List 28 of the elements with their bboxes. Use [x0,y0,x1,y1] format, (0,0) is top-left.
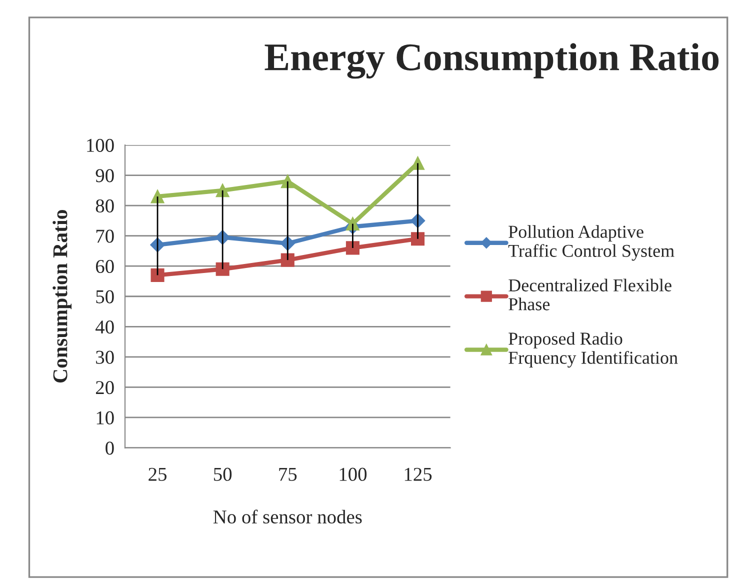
x-tick-label: 50 [214,468,232,481]
y-axis-title: Consumption Ratio [52,210,72,382]
point [280,253,294,267]
point [150,268,164,282]
y-tick-label: 20 [96,381,114,394]
y-tick-label: 70 [96,230,114,243]
y-tick-label: 50 [96,290,114,304]
y-tick-label: 0 [106,442,114,455]
x-axis-title: No of sensor nodes [213,510,362,524]
x-tick-label: 25 [148,468,166,481]
legend-label: Proposed Radio Frquency Identification [508,332,678,368]
point [216,262,230,276]
x-tick-label: 75 [279,468,297,481]
y-tick-label: 10 [96,411,114,424]
x-tick-label: 100 [340,468,367,481]
y-tick-label: 100 [87,138,114,152]
point [346,241,360,255]
y-tick-label: 60 [96,260,114,274]
chart-title: Energy Consumption Ratio [264,43,719,79]
x-tick-label: 125 [404,468,432,481]
y-tick-label: 30 [96,350,114,364]
legend-label: Decentralized Flexible Phase [508,278,672,310]
point [150,190,164,204]
legend-label: Pollution Adaptive Traffic Control System [508,225,674,261]
y-tick-label: 80 [96,199,114,212]
y-tick-label: 90 [96,169,114,182]
y-tick-label: 40 [96,320,114,334]
point [410,232,425,246]
